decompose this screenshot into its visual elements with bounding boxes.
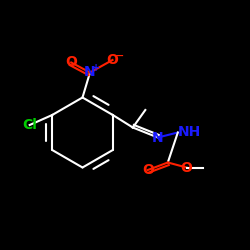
Text: Cl: Cl bbox=[22, 118, 37, 132]
Text: O: O bbox=[142, 163, 154, 177]
Text: O: O bbox=[180, 160, 192, 174]
Text: O: O bbox=[65, 56, 77, 70]
Text: −: − bbox=[115, 50, 125, 60]
Text: N: N bbox=[84, 66, 96, 80]
Text: NH: NH bbox=[178, 126, 201, 140]
Text: +: + bbox=[92, 63, 100, 73]
Text: N: N bbox=[152, 130, 164, 144]
Text: O: O bbox=[106, 53, 118, 67]
